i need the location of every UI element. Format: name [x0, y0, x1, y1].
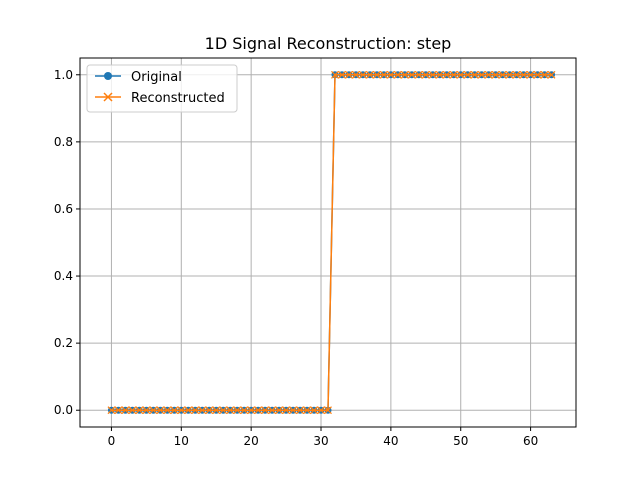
data-point-reconstructed	[414, 70, 423, 79]
data-point-reconstructed	[435, 70, 444, 79]
data-point-reconstructed	[359, 70, 367, 79]
data-point-reconstructed	[184, 406, 193, 415]
chart-title: 1D Signal Reconstruction: step	[205, 34, 452, 53]
data-point-reconstructed	[372, 70, 381, 79]
data-point-reconstructed	[128, 406, 137, 415]
data-point-reconstructed	[163, 406, 172, 415]
data-point-reconstructed	[254, 406, 263, 415]
data-point-reconstructed	[519, 70, 528, 79]
data-point-reconstructed	[386, 70, 395, 79]
data-point-reconstructed	[449, 70, 458, 79]
data-point-reconstructed	[114, 406, 123, 415]
data-point-reconstructed	[379, 70, 388, 79]
x-tick-label: 60	[523, 434, 538, 448]
data-point-reconstructed	[268, 406, 277, 415]
legend-marker-reconstructed	[103, 92, 113, 102]
data-point-reconstructed	[477, 70, 486, 79]
y-tick-label: 1.0	[54, 68, 73, 82]
data-point-reconstructed	[282, 406, 291, 415]
data-point-reconstructed	[177, 406, 186, 415]
data-point-reconstructed	[540, 70, 549, 79]
plot-series	[107, 70, 556, 415]
y-tick-label: 0.4	[54, 269, 73, 283]
x-tick-label: 20	[244, 434, 259, 448]
x-tick-label: 50	[453, 434, 468, 448]
series-line-reconstructed	[111, 74, 552, 411]
data-point-reconstructed	[303, 406, 311, 415]
data-point-reconstructed	[352, 70, 360, 79]
data-point-reconstructed	[331, 70, 339, 79]
data-point-reconstructed	[198, 406, 207, 415]
data-point-reconstructed	[512, 70, 521, 79]
data-point-reconstructed	[463, 70, 472, 79]
data-point-reconstructed	[442, 70, 451, 79]
x-tick-label: 30	[313, 434, 328, 448]
data-point-reconstructed	[456, 70, 465, 79]
legend-marker-original	[104, 72, 112, 80]
data-point-reconstructed	[121, 406, 130, 415]
data-point-reconstructed	[324, 406, 332, 415]
data-point-reconstructed	[484, 70, 493, 79]
y-tick-label: 0.2	[54, 336, 73, 350]
legend-box	[86, 64, 238, 113]
legend-label-original: Original	[131, 70, 182, 85]
x-tick-label: 0	[108, 434, 116, 448]
data-point-reconstructed	[526, 70, 535, 79]
data-point-reconstructed	[219, 406, 228, 415]
data-point-reconstructed	[491, 70, 500, 79]
data-point-reconstructed	[135, 406, 144, 415]
data-point-reconstructed	[428, 70, 437, 79]
data-point-reconstructed	[226, 406, 235, 415]
data-point-reconstructed	[365, 70, 374, 79]
data-point-reconstructed	[547, 70, 556, 79]
legend-label-reconstructed: Reconstructed	[131, 91, 225, 106]
data-point-reconstructed	[107, 406, 116, 415]
data-point-reconstructed	[470, 70, 479, 79]
data-point-reconstructed	[338, 70, 346, 79]
data-point-reconstructed	[498, 70, 507, 79]
data-point-reconstructed	[191, 406, 200, 415]
axis-ticks: 0 10 20 30 40 50 60 0.0 0.2 0.4 0.6 0.8 1.0	[54, 68, 538, 448]
data-point-reconstructed	[393, 70, 402, 79]
data-point-reconstructed	[149, 406, 158, 415]
data-point-reconstructed	[275, 406, 284, 415]
data-point-reconstructed	[142, 406, 151, 415]
data-point-reconstructed	[156, 406, 165, 415]
data-point-reconstructed	[345, 70, 353, 79]
data-point-reconstructed	[407, 70, 416, 79]
data-point-reconstructed	[261, 406, 270, 415]
y-tick-label: 0.0	[54, 403, 73, 417]
data-point-reconstructed	[400, 70, 409, 79]
x-tick-label: 40	[383, 434, 398, 448]
y-tick-label: 0.6	[54, 202, 73, 216]
data-point-reconstructed	[310, 406, 318, 415]
legend: Original Reconstructed	[86, 64, 238, 113]
data-point-reconstructed	[533, 70, 542, 79]
data-point-reconstructed	[317, 406, 325, 415]
data-point-reconstructed	[240, 406, 249, 415]
data-point-reconstructed	[421, 70, 430, 79]
data-point-reconstructed	[296, 406, 304, 415]
data-point-reconstructed	[233, 406, 242, 415]
data-point-reconstructed	[205, 406, 214, 415]
data-point-reconstructed	[212, 406, 221, 415]
data-point-reconstructed	[170, 406, 179, 415]
grid-lines	[80, 58, 576, 427]
plot-frame	[79, 57, 577, 428]
y-tick-label: 0.8	[54, 135, 73, 149]
data-point-reconstructed	[247, 406, 256, 415]
x-tick-label: 10	[174, 434, 189, 448]
data-point-reconstructed	[505, 70, 514, 79]
data-point-reconstructed	[289, 406, 297, 415]
